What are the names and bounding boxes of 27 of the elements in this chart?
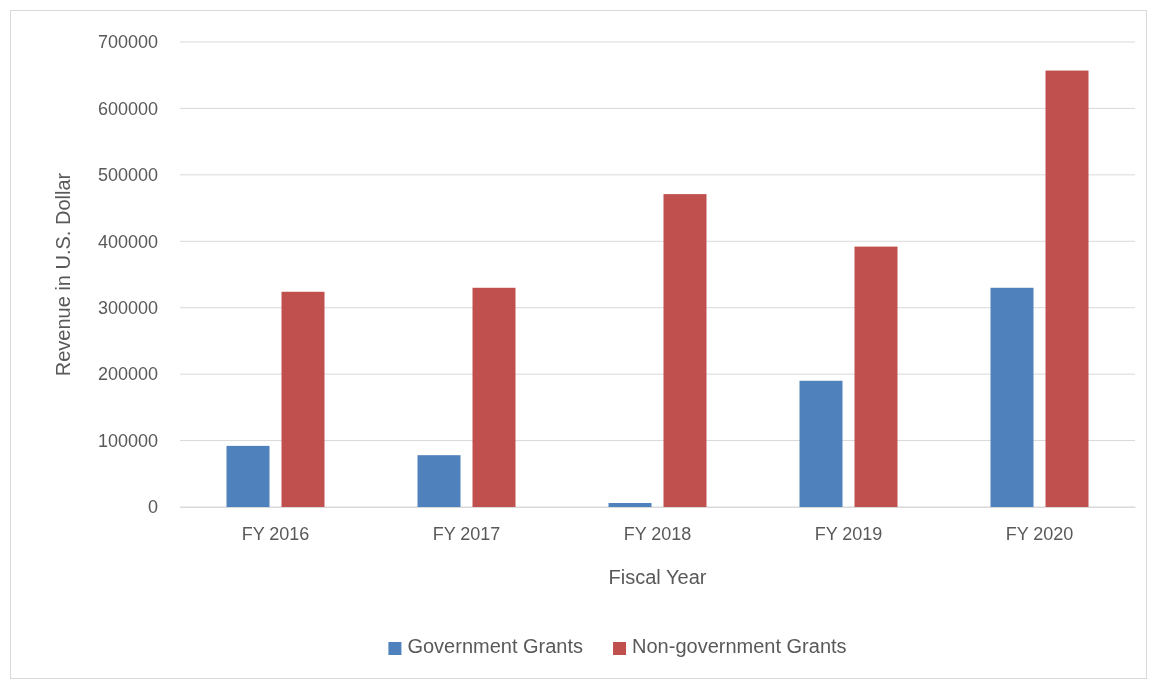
y-tick-label: 700000 — [97, 32, 158, 53]
bar — [417, 455, 461, 507]
bar — [663, 194, 707, 507]
x-tick-label: FY 2020 — [1005, 523, 1074, 544]
bar — [226, 445, 270, 507]
bar — [799, 380, 843, 507]
x-tick-label: FY 2017 — [432, 523, 501, 544]
y-tick-label: 100000 — [97, 430, 158, 451]
x-tick-label: FY 2016 — [241, 523, 310, 544]
y-tick-label: 600000 — [97, 98, 158, 119]
x-tick-label: FY 2018 — [623, 523, 692, 544]
legend-label: Government Grants — [407, 635, 584, 657]
y-tick-label: 500000 — [97, 165, 158, 186]
y-axis-title: Revenue in U.S. Dollar — [52, 172, 74, 377]
bar — [1045, 70, 1089, 507]
bar — [990, 287, 1034, 507]
y-tick-label: 400000 — [97, 231, 158, 252]
y-tick-label: 200000 — [97, 364, 158, 385]
x-tick-label: FY 2019 — [814, 523, 883, 544]
bar — [281, 291, 325, 507]
legend-label: Non-government Grants — [632, 635, 847, 657]
y-tick-label: 0 — [147, 497, 158, 518]
bar — [854, 246, 898, 507]
x-axis-title: Fiscal Year — [608, 566, 707, 588]
bar — [472, 287, 516, 507]
y-tick-label: 300000 — [97, 297, 158, 318]
bar — [608, 503, 652, 507]
